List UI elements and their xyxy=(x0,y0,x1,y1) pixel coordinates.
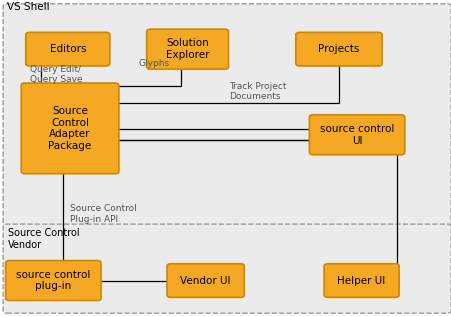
FancyBboxPatch shape xyxy=(5,261,101,301)
Text: source control
UI: source control UI xyxy=(319,124,393,146)
FancyBboxPatch shape xyxy=(21,83,119,174)
Text: Helper UI: Helper UI xyxy=(337,275,385,286)
FancyBboxPatch shape xyxy=(146,29,228,69)
Text: Projects: Projects xyxy=(318,44,359,54)
FancyBboxPatch shape xyxy=(308,115,404,155)
Text: source control
plug-in: source control plug-in xyxy=(16,270,90,291)
Text: Source
Control
Adapter
Package: Source Control Adapter Package xyxy=(48,106,92,151)
Text: Track Project
Documents: Track Project Documents xyxy=(229,82,286,101)
FancyBboxPatch shape xyxy=(167,264,244,297)
Text: Source Control
Plug-in API: Source Control Plug-in API xyxy=(70,204,137,224)
Text: Glyphs: Glyphs xyxy=(138,59,169,68)
Text: Query Edit/
Query Save: Query Edit/ Query Save xyxy=(30,65,83,84)
FancyBboxPatch shape xyxy=(295,32,382,66)
FancyBboxPatch shape xyxy=(323,264,398,297)
FancyBboxPatch shape xyxy=(26,32,110,66)
FancyBboxPatch shape xyxy=(3,4,450,226)
Text: Solution
Explorer: Solution Explorer xyxy=(166,38,209,60)
FancyBboxPatch shape xyxy=(3,224,450,313)
Text: Editors: Editors xyxy=(50,44,86,54)
Text: VS Shell: VS Shell xyxy=(7,2,49,12)
Text: Vendor UI: Vendor UI xyxy=(180,275,230,286)
Text: Source Control
Vendor: Source Control Vendor xyxy=(8,228,79,250)
